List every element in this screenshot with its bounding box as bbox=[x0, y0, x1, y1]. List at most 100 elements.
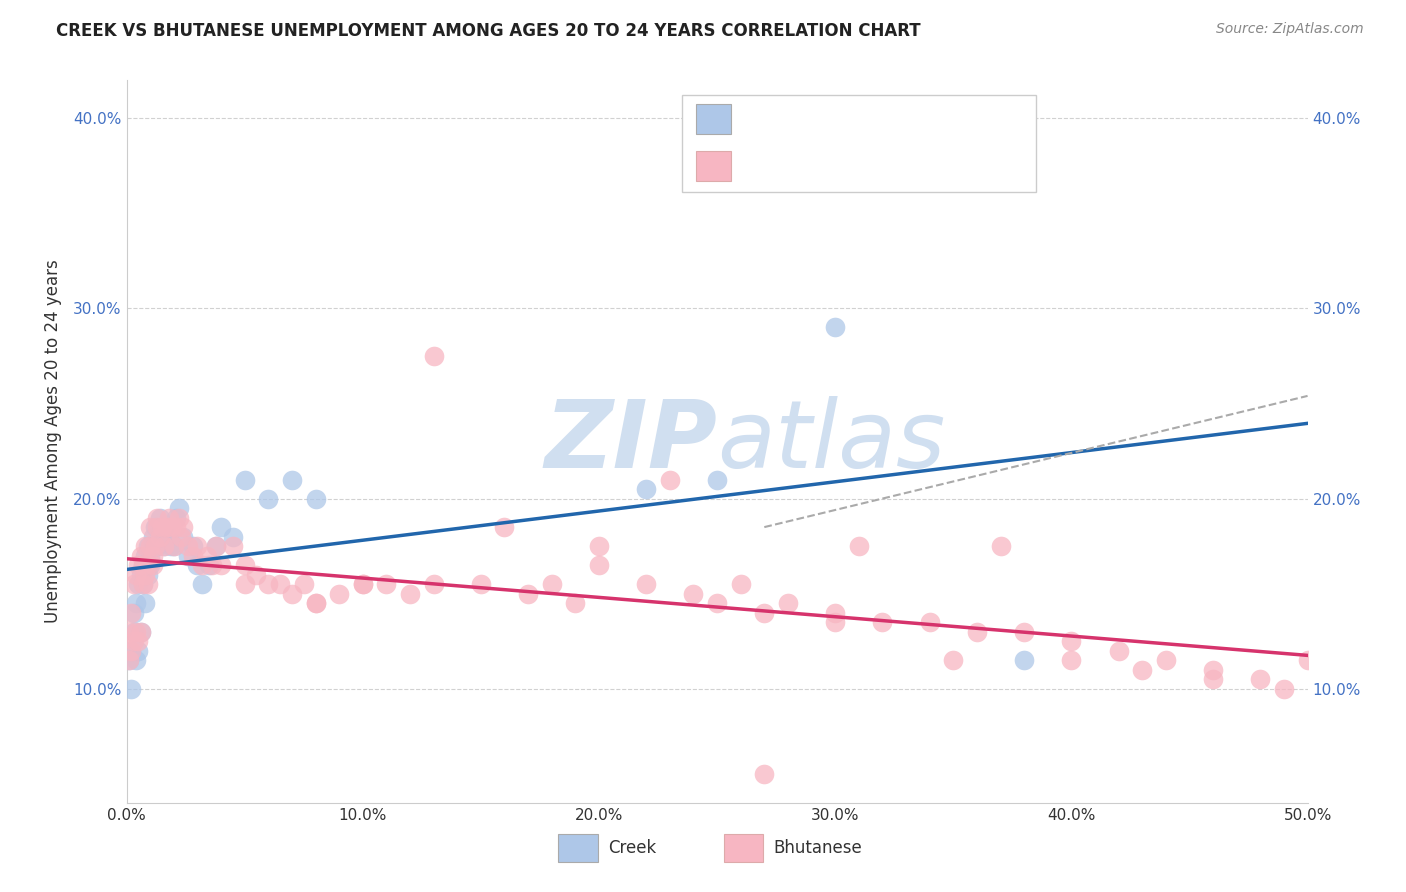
Point bbox=[422, 577, 444, 591]
Point bbox=[191, 558, 214, 573]
Point bbox=[754, 606, 776, 620]
Point bbox=[146, 520, 169, 534]
Point bbox=[191, 577, 214, 591]
Point bbox=[127, 558, 149, 573]
Point bbox=[149, 530, 172, 544]
Point bbox=[125, 596, 148, 610]
Point bbox=[150, 520, 173, 534]
Point bbox=[118, 653, 141, 667]
Point bbox=[706, 596, 728, 610]
Point bbox=[167, 510, 190, 524]
Point bbox=[205, 539, 228, 553]
Point bbox=[141, 558, 163, 573]
Point bbox=[1249, 672, 1271, 686]
Point bbox=[172, 520, 194, 534]
Point bbox=[776, 596, 799, 610]
Point bbox=[257, 491, 280, 506]
Point bbox=[1108, 643, 1130, 657]
Point bbox=[160, 539, 183, 553]
Point bbox=[165, 510, 187, 524]
Text: Source: ZipAtlas.com: Source: ZipAtlas.com bbox=[1216, 22, 1364, 37]
Point bbox=[281, 473, 304, 487]
Point bbox=[494, 520, 516, 534]
Point bbox=[136, 577, 159, 591]
Point bbox=[132, 577, 155, 591]
Point bbox=[122, 624, 145, 639]
Point bbox=[658, 473, 681, 487]
Point bbox=[136, 539, 159, 553]
Point bbox=[399, 587, 422, 601]
Point bbox=[588, 558, 610, 573]
Point bbox=[304, 596, 326, 610]
Point bbox=[134, 549, 156, 563]
Point bbox=[150, 520, 173, 534]
Point bbox=[160, 520, 183, 534]
Point bbox=[122, 606, 145, 620]
Point bbox=[125, 624, 148, 639]
Point bbox=[966, 624, 988, 639]
Point bbox=[143, 539, 166, 553]
Point bbox=[198, 558, 221, 573]
Point bbox=[139, 539, 162, 553]
Point bbox=[328, 587, 350, 601]
Point bbox=[163, 539, 186, 553]
Point bbox=[824, 320, 846, 334]
Point bbox=[304, 491, 326, 506]
Point bbox=[132, 558, 155, 573]
Point bbox=[141, 549, 163, 563]
Point bbox=[1012, 624, 1035, 639]
Point bbox=[129, 549, 152, 563]
Point bbox=[122, 634, 145, 648]
Point bbox=[352, 577, 374, 591]
Point bbox=[181, 539, 204, 553]
Point bbox=[118, 653, 141, 667]
Point bbox=[233, 577, 256, 591]
Point bbox=[375, 577, 398, 591]
Point bbox=[257, 577, 280, 591]
Point bbox=[134, 567, 156, 582]
Text: atlas: atlas bbox=[717, 396, 945, 487]
Point bbox=[156, 520, 179, 534]
Point bbox=[1202, 663, 1225, 677]
Point bbox=[292, 577, 315, 591]
Text: ZIP: ZIP bbox=[544, 395, 717, 488]
Point bbox=[942, 653, 965, 667]
Point bbox=[564, 596, 586, 610]
Point bbox=[824, 606, 846, 620]
Point bbox=[990, 539, 1012, 553]
Point bbox=[1060, 653, 1083, 667]
Point bbox=[1154, 653, 1177, 667]
Point bbox=[157, 530, 180, 544]
Point bbox=[682, 587, 704, 601]
Point bbox=[470, 577, 492, 591]
Point bbox=[209, 520, 232, 534]
Point bbox=[540, 577, 562, 591]
Point bbox=[136, 558, 159, 573]
Point bbox=[163, 539, 186, 553]
Point bbox=[269, 577, 291, 591]
Point bbox=[149, 510, 172, 524]
Point bbox=[139, 558, 162, 573]
Point bbox=[181, 549, 204, 563]
Point bbox=[754, 767, 776, 781]
Point bbox=[141, 530, 163, 544]
Point bbox=[1272, 681, 1295, 696]
Point bbox=[139, 549, 162, 563]
Point bbox=[156, 530, 179, 544]
Point bbox=[281, 587, 304, 601]
Point bbox=[186, 558, 208, 573]
Point bbox=[153, 539, 176, 553]
Point bbox=[1060, 634, 1083, 648]
Point bbox=[146, 510, 169, 524]
Point bbox=[127, 643, 149, 657]
Point bbox=[730, 577, 752, 591]
Point bbox=[177, 539, 200, 553]
Point bbox=[233, 473, 256, 487]
Point bbox=[136, 567, 159, 582]
Point bbox=[120, 643, 142, 657]
Point bbox=[1012, 653, 1035, 667]
Point bbox=[125, 653, 148, 667]
Point bbox=[872, 615, 894, 630]
Point bbox=[118, 624, 141, 639]
Point bbox=[172, 530, 194, 544]
